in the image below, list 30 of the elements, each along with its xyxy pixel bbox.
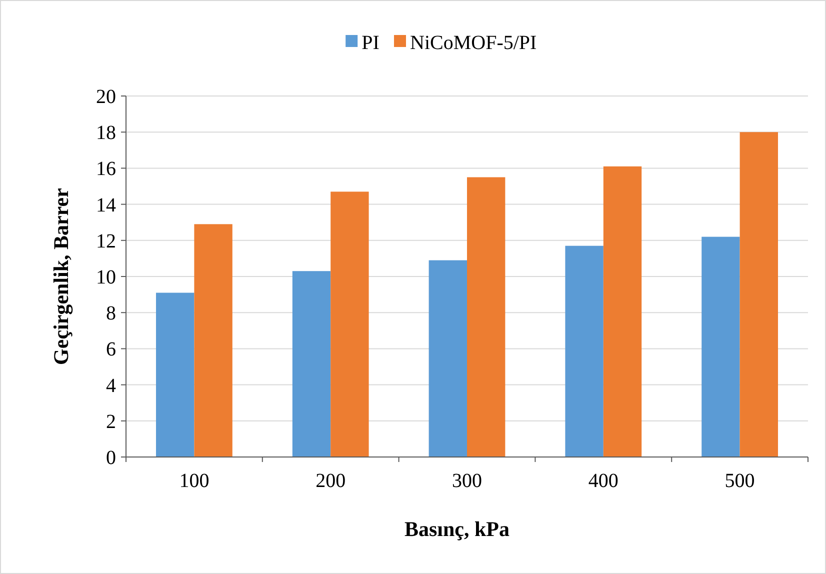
y-axis-title: Geçirgenlik, Barrer — [49, 188, 73, 365]
bar — [467, 177, 506, 457]
bar — [330, 192, 369, 457]
x-tick-label: 500 — [724, 470, 755, 492]
y-tick-label: 14 — [96, 194, 116, 216]
bar — [428, 260, 467, 457]
x-tick-label: 300 — [452, 470, 482, 492]
y-tick-label: 20 — [96, 86, 116, 108]
x-tick-label: 100 — [179, 470, 210, 492]
legend-label: NiCoMOF-5/PI — [410, 32, 537, 54]
y-tick-label: 6 — [106, 338, 116, 361]
legend-label: PI — [362, 32, 380, 54]
x-tick-label: 200 — [316, 470, 346, 492]
bar — [194, 224, 232, 457]
x-tick-label: 400 — [588, 470, 618, 492]
bar — [702, 236, 740, 457]
y-tick-label: 16 — [96, 158, 116, 180]
bar — [292, 271, 331, 457]
y-tick-label: 4 — [106, 374, 116, 397]
bar — [740, 132, 778, 457]
y-tick-label: 18 — [96, 122, 116, 144]
bar — [603, 166, 642, 457]
y-tick-label: 2 — [106, 410, 116, 433]
y-tick-label: 0 — [106, 447, 116, 469]
y-tick-label: 12 — [96, 230, 116, 252]
x-axis-title: Basınç, kPa — [404, 517, 510, 541]
y-tick-label: 8 — [106, 302, 116, 325]
y-tick-label: 10 — [96, 266, 116, 288]
bar — [156, 292, 194, 457]
bar — [565, 246, 604, 457]
